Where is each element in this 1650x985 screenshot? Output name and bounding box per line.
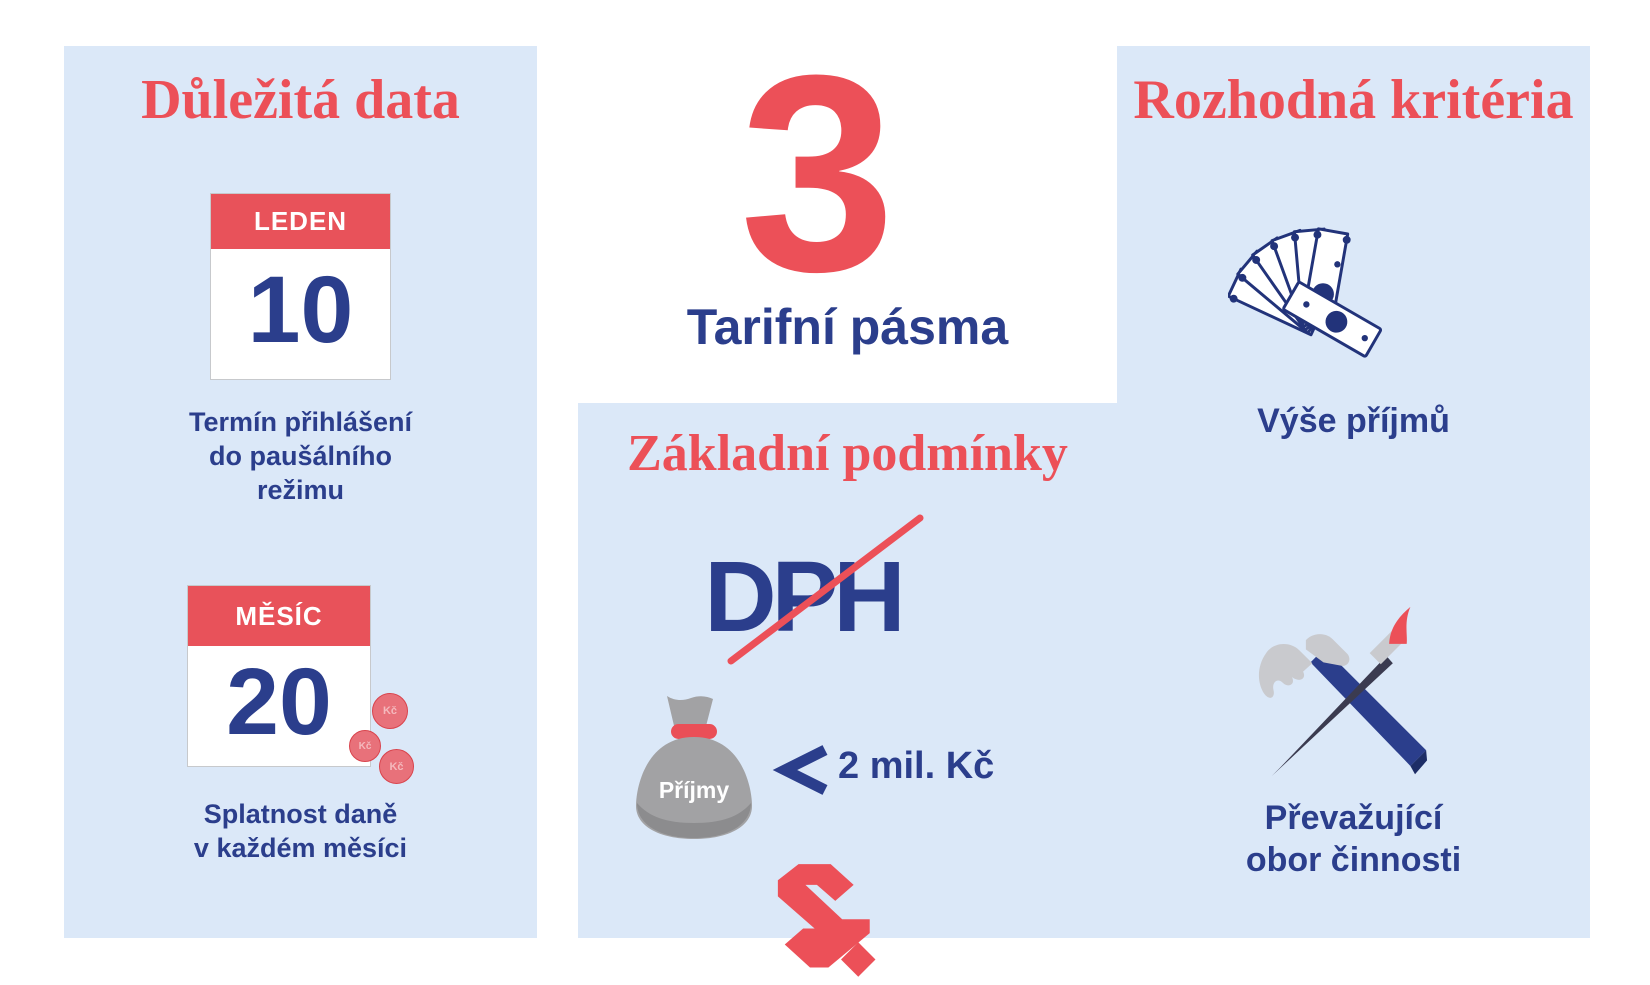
svg-text:Příjmy: Příjmy	[659, 777, 730, 803]
